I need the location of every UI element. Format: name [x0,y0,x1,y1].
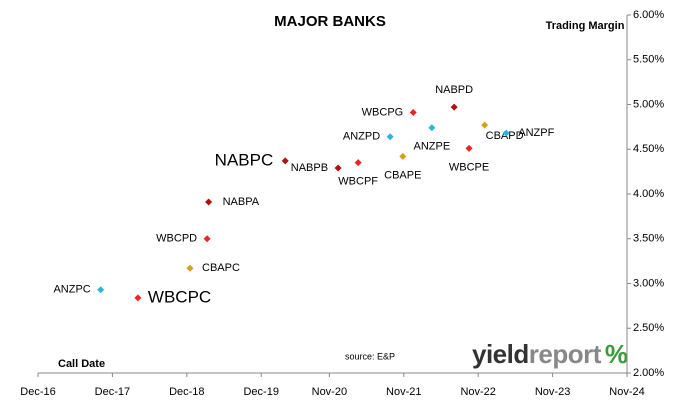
point-label: WBCPD [156,233,197,245]
y-tick-label: 3.50% [633,233,664,245]
logo-part: report [529,339,602,369]
x-tick-label: Nov-23 [535,386,570,398]
point-label: NABPD [435,84,473,96]
y-tick-label: 3.00% [633,277,664,289]
point [334,164,342,172]
point [205,198,213,206]
y-axis-title: Trading Margin [546,20,625,32]
point [97,286,105,294]
point [386,133,394,141]
x-tick-label: Nov-22 [460,386,495,398]
point-label: CBAPC [202,262,240,274]
source-note: source: E&P [345,351,395,361]
x-tick-label: Nov-21 [386,386,421,398]
point-label: ANZPD [343,131,380,143]
x-axis-title: Call Date [58,358,105,370]
point-label: CBAPD [486,130,524,142]
point [399,152,407,160]
point [428,124,436,132]
point [409,109,417,117]
point-label: WBCPG [362,106,404,118]
point-label: ANZPC [53,284,90,296]
point [354,159,362,167]
logo-part: % [605,339,628,369]
y-tick-label: 4.50% [633,143,664,155]
point [502,129,510,137]
x-tick-label: Dec-19 [243,386,278,398]
point [134,294,142,302]
logo: yieldreport% [472,339,628,369]
y-tick-label: 6.00% [633,9,664,21]
point [450,103,458,111]
x-tick-label: Dec-17 [95,386,130,398]
y-tick-label: 5.50% [633,54,664,66]
x-tick-label: Nov-24 [609,386,644,398]
point-label: NABPB [291,162,328,174]
x-tick-label: Dec-18 [169,386,204,398]
point-label: ANZPF [518,127,554,139]
logo-part: yield [472,339,529,369]
point-label: WBCPF [338,176,378,188]
point [481,121,489,129]
point-label: NABPA [223,196,260,208]
point-label: WBCPE [449,161,489,173]
point-label: CBAPE [384,169,421,181]
point [186,264,194,272]
y-tick-label: 5.00% [633,98,664,110]
x-tick-label: Dec-16 [20,386,55,398]
point-label: ANZPE [413,141,450,153]
y-tick-label: 4.00% [633,188,664,200]
x-tick-label: Nov-20 [312,386,347,398]
chart-title: MAJOR BANKS [274,13,386,30]
point [465,144,473,152]
point-label: NABPC [215,150,274,169]
point [281,157,289,165]
point-label: WBCPC [148,287,211,306]
point [203,235,211,243]
y-tick-label: 2.50% [633,322,664,334]
y-tick-label: 2.00% [633,367,664,379]
